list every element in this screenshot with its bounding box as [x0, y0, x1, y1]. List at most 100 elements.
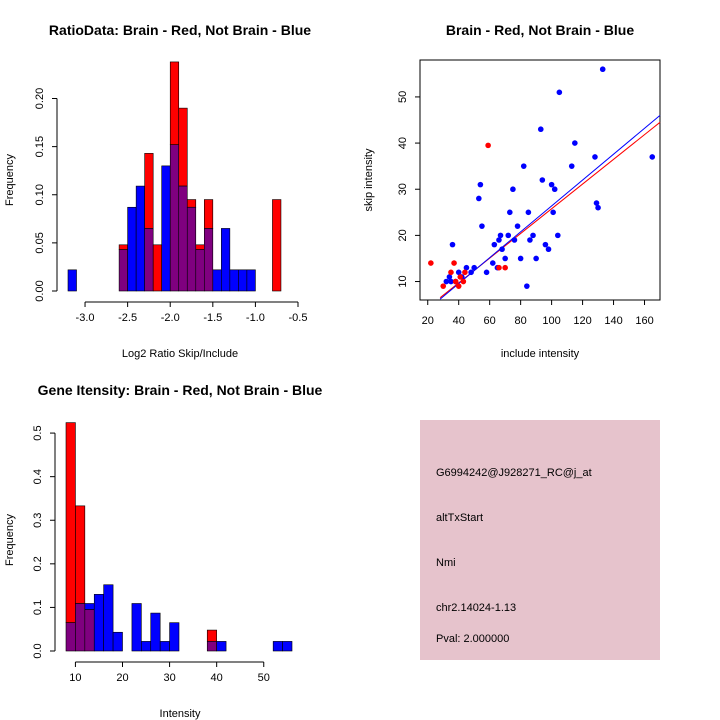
ratio-bar-brain: [152, 244, 163, 292]
scatter-point-brain: [452, 278, 459, 285]
scatter-point-not-brain: [530, 232, 536, 239]
scatter-point-not-brain: [499, 246, 505, 253]
ratio-bar-not-brain: [221, 228, 231, 292]
scatter-point-not-brain: [448, 278, 454, 285]
ratio-bar-not-brain: [135, 185, 145, 292]
ratio-y-tick-label: 0.10: [34, 184, 46, 205]
scatter-point-brain: [457, 274, 464, 280]
scatter-x-tick-label: 160: [635, 315, 653, 327]
scatter-point-not-brain: [497, 232, 504, 239]
scatter-point-not-brain: [510, 186, 516, 193]
scatter-point-not-brain: [555, 232, 561, 239]
intensity-bar-not-brain: [216, 641, 227, 652]
scatter-y-tick-label: 50: [397, 91, 409, 103]
scatter-point-not-brain: [539, 177, 546, 183]
scatter-x-tick-label: 60: [484, 315, 496, 327]
pval-text: Pval: 2.000000: [436, 633, 509, 645]
intensity-bar-not-brain: [272, 641, 283, 652]
scatter-point-not-brain: [463, 264, 470, 271]
scatter-x-tick-label: 100: [542, 315, 560, 327]
intensity-x-tick-label: 40: [211, 672, 223, 684]
scatter-point-not-brain: [511, 237, 518, 243]
scatter-point-not-brain: [595, 204, 601, 211]
intensity-ylabel: Frequency: [4, 514, 16, 566]
scatter-y-tick-label: 20: [397, 229, 409, 241]
intensity-bar-brain: [65, 422, 76, 623]
scatter-point-not-brain: [556, 89, 563, 96]
ratio-bar-overlap: [118, 249, 128, 292]
intensity-bar-not-brain: [112, 631, 123, 652]
scatter-point-not-brain: [551, 186, 558, 193]
intensity-bar-not-brain: [159, 641, 170, 652]
scatter-point-not-brain: [449, 241, 456, 248]
ratio-y-tick-label: 0.15: [34, 136, 46, 157]
scatter-point-not-brain: [489, 260, 496, 266]
ratio-bar-brain: [272, 199, 282, 292]
scatter-y-tick-label: 40: [397, 137, 409, 149]
probe-id-text: G6994242@J928271_RC@j_at: [436, 467, 592, 479]
ratio-bar-not-brain: [229, 269, 239, 292]
intensity-y-tick-label: 0.4: [32, 469, 44, 484]
scatter-point-not-brain: [455, 269, 462, 276]
scatter-point-not-brain: [533, 255, 539, 262]
intensity-bar-overlap: [206, 641, 217, 652]
scatter-point-not-brain: [520, 163, 527, 169]
ratio-bar-not-brain: [238, 269, 248, 292]
scatter-point-not-brain: [507, 209, 513, 216]
scatter-point-not-brain: [477, 181, 484, 188]
scatter-point-not-brain: [446, 274, 453, 280]
scatter-ylabel: skip intensity: [363, 148, 375, 211]
intensity-bar-not-brain: [93, 594, 104, 652]
intensity-x-tick-label: 20: [116, 672, 128, 684]
scatter-point-not-brain: [471, 264, 477, 271]
scatter-point-not-brain: [476, 195, 482, 202]
intensity-bar-not-brain: [131, 603, 142, 652]
ratio-x-tick-label: -3.0: [76, 312, 95, 324]
intensity-bar-overlap: [75, 603, 86, 652]
intensity-y-tick-label: 0.2: [32, 556, 44, 571]
scatter-point-not-brain: [514, 223, 521, 229]
probe-info-box: G6994242@J928271_RC@j_at altTxStart Nmi …: [420, 420, 660, 660]
info-box-background: [420, 420, 660, 660]
ratio-bar-brain: [186, 199, 197, 208]
intensity-y-tick-label: 0.0: [32, 643, 44, 658]
intensity-bar-not-brain: [84, 603, 95, 610]
scatter-x-tick-label: 140: [604, 315, 622, 327]
scatter-point-not-brain: [542, 241, 549, 248]
ratio-y-tick-label: 0.00: [34, 280, 46, 301]
location-text: chr2.14024-1.13: [436, 602, 516, 614]
ratio-bar-not-brain: [161, 165, 171, 292]
intensity-title: Gene Itensity: Brain - Red, Not Brain - …: [38, 382, 323, 398]
intensity-bar-overlap: [65, 622, 76, 652]
scatter-point-brain: [440, 283, 447, 289]
gene-intensity-histogram: Gene Itensity: Brain - Red, Not Brain - …: [4, 382, 323, 720]
ratio-x-tick-label: -1.5: [203, 312, 222, 324]
ratio-bar-brain: [195, 244, 205, 250]
scatter-point-not-brain: [443, 278, 450, 285]
intensity-bar-brain: [206, 629, 217, 642]
scatter-x-tick-label: 20: [422, 315, 434, 327]
ratio-xlabel: Log2 Ratio Skip/Include: [122, 348, 238, 360]
scatter-point-not-brain: [548, 181, 555, 188]
intensity-x-tick-label: 50: [258, 672, 270, 684]
scatter-point-not-brain: [599, 66, 606, 73]
scatter-point-brain: [462, 269, 468, 276]
ratio-x-tick-label: -2.0: [161, 312, 180, 324]
ratio-bar-overlap: [203, 228, 214, 292]
intensity-xlabel: Intensity: [160, 708, 201, 720]
scatter-point-not-brain: [537, 126, 544, 133]
ratio-x-tick-label: -2.5: [118, 312, 137, 324]
intensity-x-tick-label: 30: [163, 672, 175, 684]
scatter-plot-box: [419, 59, 661, 301]
scatter-point-not-brain: [491, 241, 498, 248]
ratio-ylabel: Frequency: [4, 154, 16, 206]
intensity-bar-not-brain: [150, 612, 161, 652]
ratio-bar-not-brain: [246, 269, 256, 292]
ratio-bar-not-brain: [67, 269, 77, 292]
scatter-point-not-brain: [649, 154, 656, 160]
ratio-bar-brain: [144, 153, 154, 229]
scatter-title: Brain - Red, Not Brain - Blue: [446, 22, 634, 38]
ratio-y-tick-label: 0.05: [34, 232, 46, 253]
scatter-point-not-brain: [592, 154, 598, 160]
